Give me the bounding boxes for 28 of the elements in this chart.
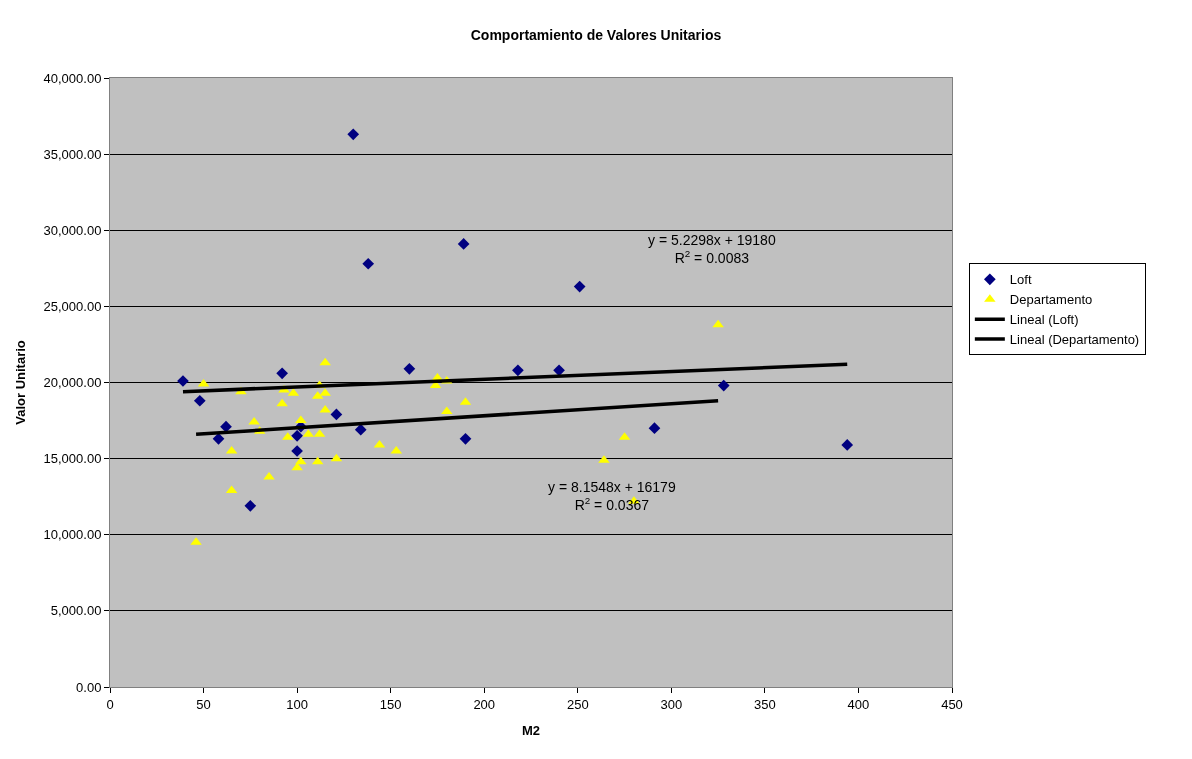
x-tick-label: 350 bbox=[754, 696, 776, 712]
x-tick-label: 150 bbox=[379, 696, 402, 712]
y-tick-label: 20,000.00 bbox=[43, 375, 102, 391]
legend-label: Lineal (Loft) bbox=[1009, 312, 1079, 328]
y-tick-label: 40,000.00 bbox=[43, 70, 102, 86]
x-tick-label: 450 bbox=[941, 696, 963, 712]
legend-label: Loft bbox=[1009, 272, 1032, 288]
chart-title: Comportamiento de Valores Unitarios bbox=[470, 27, 722, 44]
legend-label: Departamento bbox=[1009, 292, 1093, 308]
x-tick-label: 200 bbox=[473, 696, 496, 712]
y-tick-label: 15,000.00 bbox=[43, 451, 102, 467]
annotation: y = 5.2298x + 19180 R$^{2}$ = 0.0083 bbox=[648, 232, 776, 267]
y-tick-label: 0.00 bbox=[76, 679, 102, 695]
x-axis-title: M2 bbox=[521, 723, 541, 739]
x-tick-label: 100 bbox=[286, 696, 308, 712]
y-axis-title: Valor Unitario bbox=[12, 340, 28, 425]
y-tick-label: 35,000.00 bbox=[43, 146, 102, 162]
y-tick-label: 10,000.00 bbox=[43, 527, 102, 543]
x-tick-label: 50 bbox=[196, 696, 211, 712]
y-tick-label: 25,000.00 bbox=[43, 298, 102, 314]
y-tick-label: 30,000.00 bbox=[43, 222, 102, 238]
x-tick-label: 0 bbox=[106, 696, 114, 712]
x-tick-label: 300 bbox=[660, 696, 683, 712]
x-tick-label: 250 bbox=[566, 696, 589, 712]
x-tick-label: 400 bbox=[847, 696, 870, 712]
annotation: y = 8.1548x + 16179 R$^{2}$ = 0.0367 bbox=[548, 479, 676, 514]
y-tick-label: 5,000.00 bbox=[50, 603, 102, 619]
legend-label: Lineal (Departamento) bbox=[1009, 332, 1140, 348]
